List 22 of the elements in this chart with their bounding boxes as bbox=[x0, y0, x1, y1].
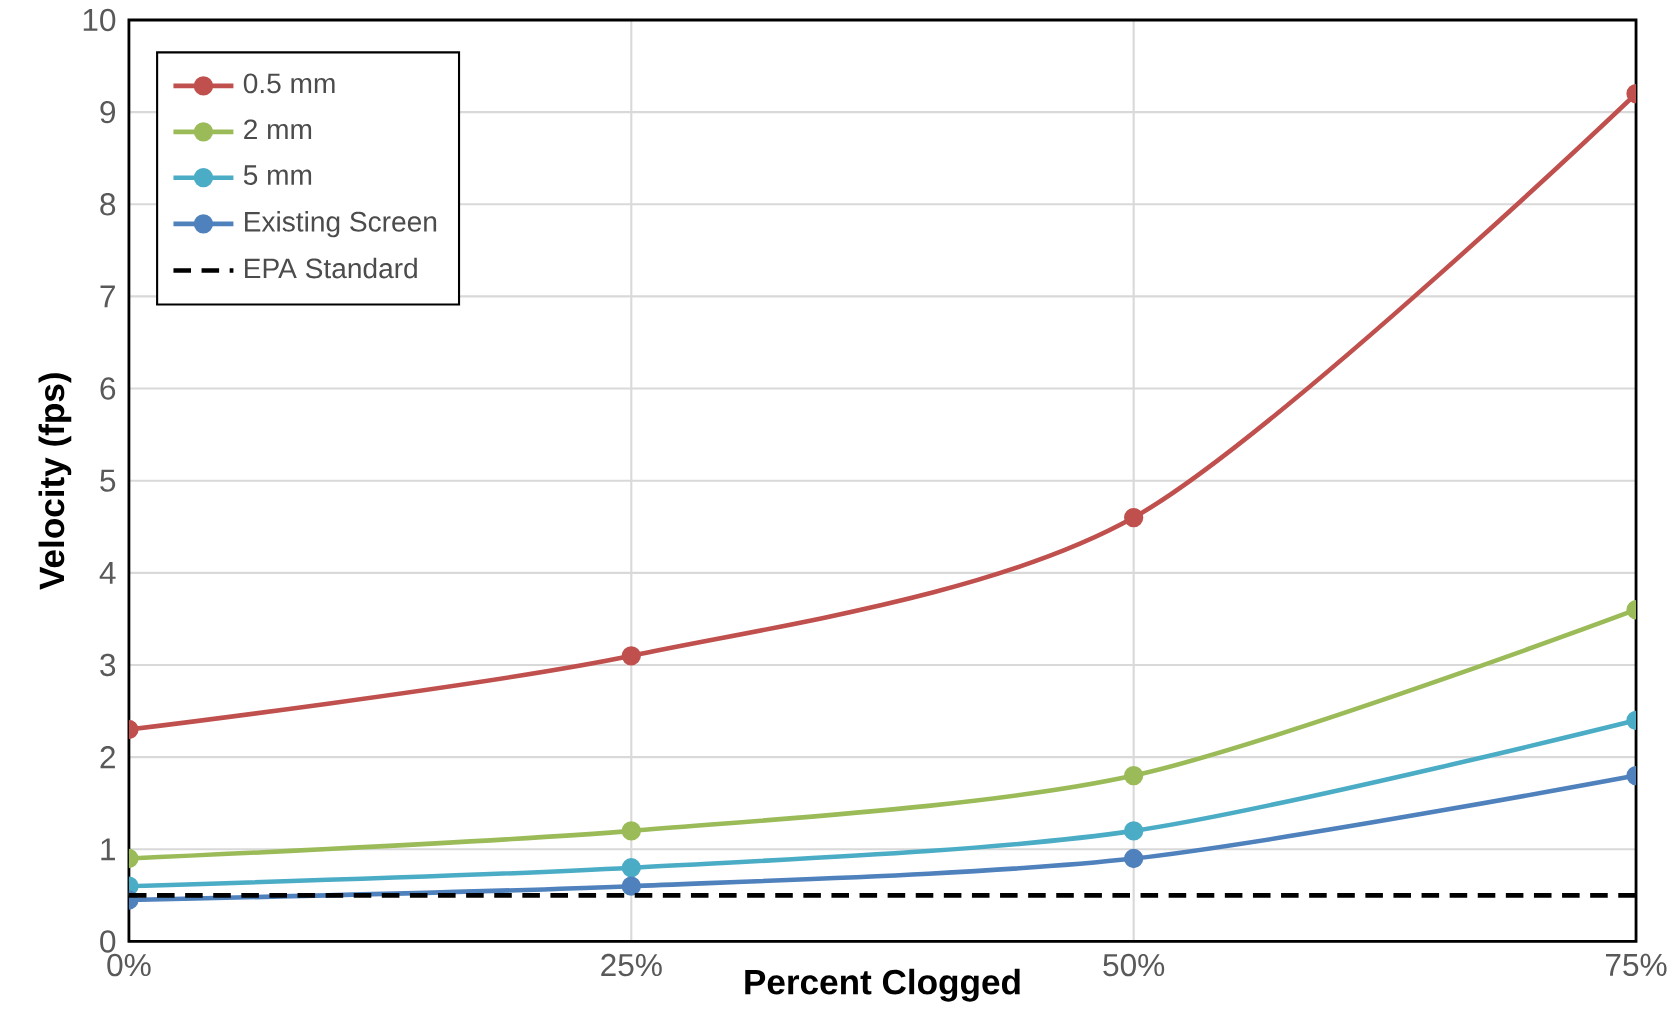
x-tick-label: 75% bbox=[1605, 953, 1667, 976]
y-axis-title: Velocity (fps) bbox=[38, 372, 72, 590]
x-tick-label: 50% bbox=[1103, 953, 1165, 977]
y-tick-label: 1 bbox=[101, 838, 115, 860]
x-tick-label: 0% bbox=[107, 953, 151, 977]
y-tick-label: 9 bbox=[100, 100, 116, 124]
legend-label: EPA Standard bbox=[245, 257, 417, 279]
y-tick-label: 4 bbox=[99, 561, 116, 584]
x-axis-title: Percent Clogged bbox=[745, 968, 1020, 1002]
x-tick-label: 25% bbox=[601, 953, 662, 977]
legend-label: Existing Screen bbox=[245, 210, 437, 238]
y-tick-label: 0 bbox=[100, 930, 116, 953]
legend-label: 0.5 mm bbox=[243, 73, 335, 94]
legend-label: 2 mm bbox=[244, 119, 312, 139]
y-tick-label: 3 bbox=[100, 653, 116, 677]
y-tick-label: 6 bbox=[100, 377, 116, 400]
y-tick-label: 10 bbox=[83, 8, 116, 32]
legend-label: 5 mm bbox=[243, 165, 312, 185]
y-tick-label: 5 bbox=[100, 469, 116, 492]
y-tick-label: 2 bbox=[100, 745, 115, 768]
y-tick-label: 7 bbox=[100, 285, 115, 308]
y-tick-label: 8 bbox=[100, 192, 116, 216]
